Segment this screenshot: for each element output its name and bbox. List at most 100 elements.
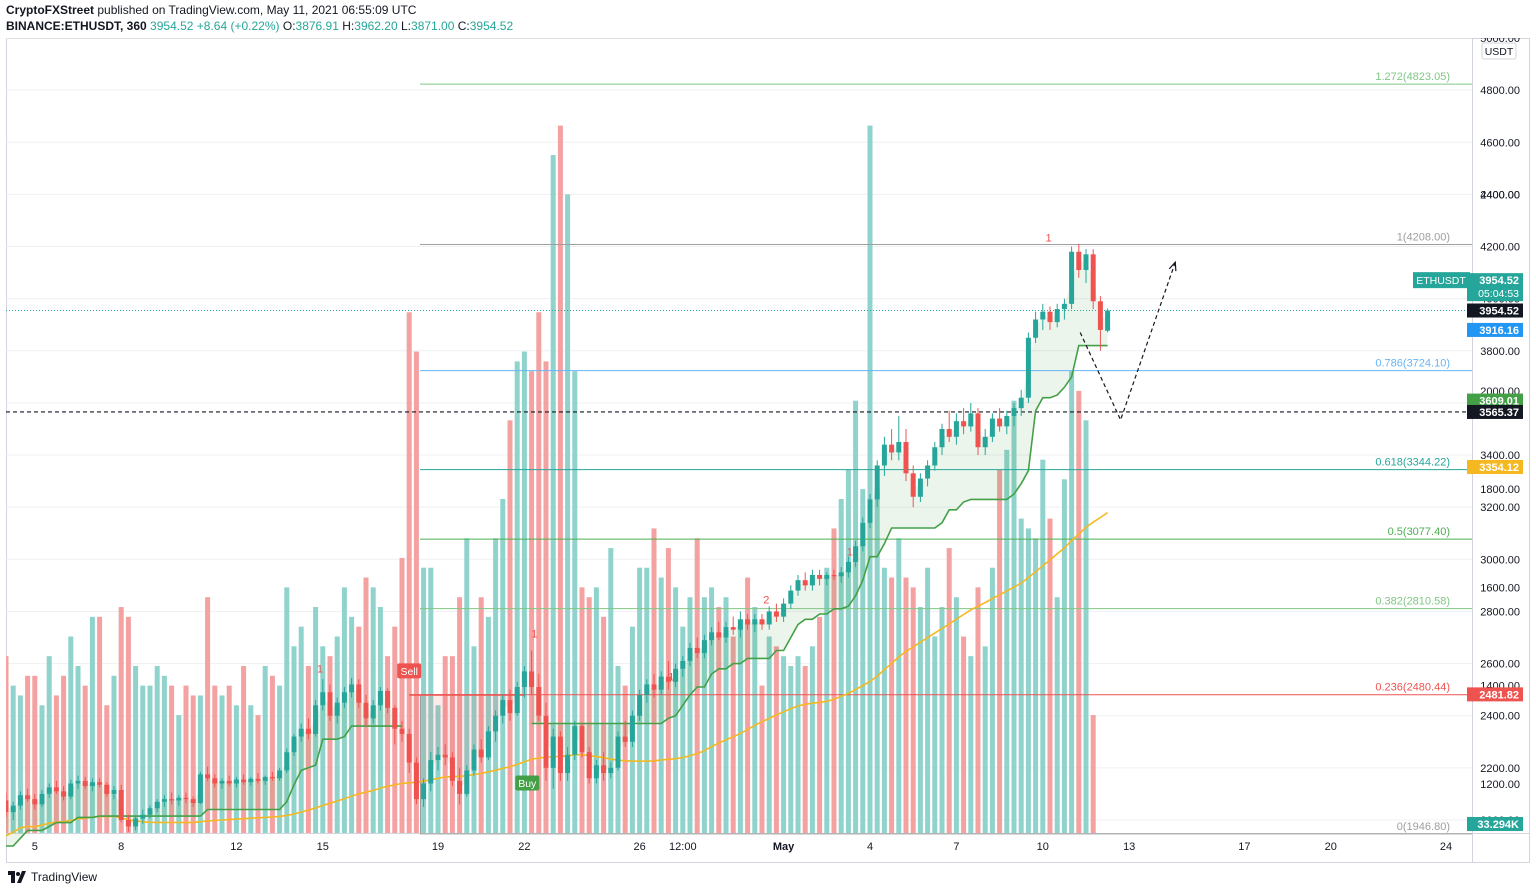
time-tick-label: 8: [118, 841, 124, 853]
price-axis[interactable]: 2000.002200.002400.002600.002800.003000.…: [1480, 38, 1520, 827]
volume-bar: [154, 665, 160, 833]
candle-body: [946, 428, 952, 437]
price-tick-label: 4600.00: [1480, 137, 1520, 149]
candle-body: [1047, 311, 1053, 323]
volume-bar: [457, 597, 463, 833]
tag-symbol: ETHUSDT: [1416, 275, 1466, 287]
author-name[interactable]: CryptoFXStreet: [6, 3, 95, 17]
tag-box: [1467, 404, 1523, 419]
tag-box: [1467, 322, 1523, 337]
price-tag: 3609.01: [1467, 393, 1523, 408]
time-tick-label: 26: [633, 841, 645, 853]
candle-body: [982, 436, 988, 448]
candle-body: [989, 418, 995, 437]
volume-bar: [6, 656, 9, 833]
unit-badge: [1481, 42, 1517, 60]
candle-body: [421, 783, 427, 800]
candle-body: [471, 749, 477, 771]
volume-bar: [233, 705, 239, 833]
candle-body: [766, 611, 772, 625]
price-tags: ETHUSDT 3954.5205:04:533954.523916.163609…: [1413, 272, 1523, 831]
symbol-name[interactable]: BINANCE:ETHUSDT, 360: [6, 19, 147, 33]
volume-bar: [673, 587, 679, 833]
volume-bar: [543, 361, 549, 833]
candle-body: [543, 715, 549, 768]
candle-body: [968, 413, 974, 427]
footer-brand[interactable]: TradingView: [31, 870, 98, 884]
volume-bar: [464, 538, 470, 833]
price-tick-label: 4200.00: [1480, 242, 1520, 254]
volume-bar: [601, 616, 607, 833]
candle-body: [845, 561, 851, 573]
volume-bar: [75, 665, 81, 833]
price-tick-label: 4800.00: [1480, 85, 1520, 97]
candle-body: [500, 700, 506, 716]
volume-bar: [536, 312, 542, 833]
volume-bar: [953, 597, 959, 833]
candle-body: [32, 799, 38, 805]
candle-body: [449, 757, 455, 781]
volume-bar: [860, 489, 866, 833]
volume-bar: [759, 685, 765, 833]
candle-body: [781, 603, 787, 617]
candle-body: [356, 684, 362, 703]
volume-bar: [752, 607, 758, 833]
tradingview-logo-icon[interactable]: [8, 871, 26, 883]
candle-body: [997, 418, 1003, 427]
supertrend-segment: [6, 725, 402, 847]
candle-body: [867, 499, 873, 523]
candle-body: [881, 444, 887, 466]
candle-body: [1033, 319, 1039, 338]
volume-bar: [406, 312, 412, 833]
candle-body: [521, 671, 527, 688]
price-tick-label: 2400.00: [1480, 711, 1520, 723]
tag-symbol-box: [1413, 272, 1470, 289]
candle-body: [565, 754, 571, 774]
time-tick-label: 4: [867, 841, 873, 853]
candle-body: [651, 684, 657, 690]
candle-body: [233, 779, 239, 784]
volume-bar: [449, 656, 455, 833]
volume-bar: [853, 400, 859, 833]
tag-value: 3954.52: [1479, 275, 1519, 287]
candles[interactable]: [6, 243, 1111, 832]
candle-body: [464, 770, 470, 794]
projection-path[interactable]: [1079, 260, 1177, 422]
fibonacci-retracement[interactable]: 1.272(4823.05) 1(4208.00) 0.786(3724.10) 0.…: [420, 71, 1472, 835]
candle-body: [759, 619, 765, 625]
chart-frame[interactable]: 1.272(4823.05) 1(4208.00) 0.786(3724.10) 0.…: [6, 38, 1530, 863]
price-tick-label: 2400.00: [1480, 189, 1520, 201]
fib-level-label: 0(1946.80): [1397, 821, 1450, 833]
candle-body: [637, 694, 643, 716]
candle-body: [889, 444, 895, 453]
volume-bar: [197, 695, 203, 833]
tag-value: 3916.16: [1479, 325, 1519, 337]
volume-bar: [176, 715, 182, 833]
tag-box: [1467, 687, 1523, 702]
price-tick-label: 2600.00: [1480, 659, 1520, 671]
price-tick-label: 3000.00: [1480, 554, 1520, 566]
supertrend-line: [6, 344, 1108, 847]
candle-body: [961, 421, 967, 427]
symbol-line: BINANCE:ETHUSDT, 360 3954.52 +8.64 (+0.2…: [6, 19, 513, 33]
volume-bar: [939, 607, 945, 833]
volume-bar: [17, 695, 23, 833]
volume-bar: [809, 646, 815, 833]
volume-bar: [349, 616, 355, 833]
count-mark: 1: [317, 664, 323, 676]
volume-bar: [795, 656, 801, 833]
signal-text: Sell: [400, 666, 418, 678]
candle-body: [435, 754, 441, 761]
price-tick-label: 3200.00: [1480, 502, 1520, 514]
candle-body: [1097, 301, 1103, 330]
candle-body: [205, 774, 211, 779]
candle-body: [363, 702, 369, 719]
time-tick-label: 12: [230, 841, 242, 853]
support-line[interactable]: [6, 310, 1472, 413]
candle-body: [673, 668, 679, 682]
volume-bar: [709, 587, 715, 833]
time-axis[interactable]: 5 8 12 15 19 22 26 12:00 May 4 7 10 13 17 20 24: [32, 841, 1452, 853]
volume-bar: [277, 685, 283, 833]
candle-body: [284, 752, 290, 771]
candle-body: [1004, 415, 1010, 427]
